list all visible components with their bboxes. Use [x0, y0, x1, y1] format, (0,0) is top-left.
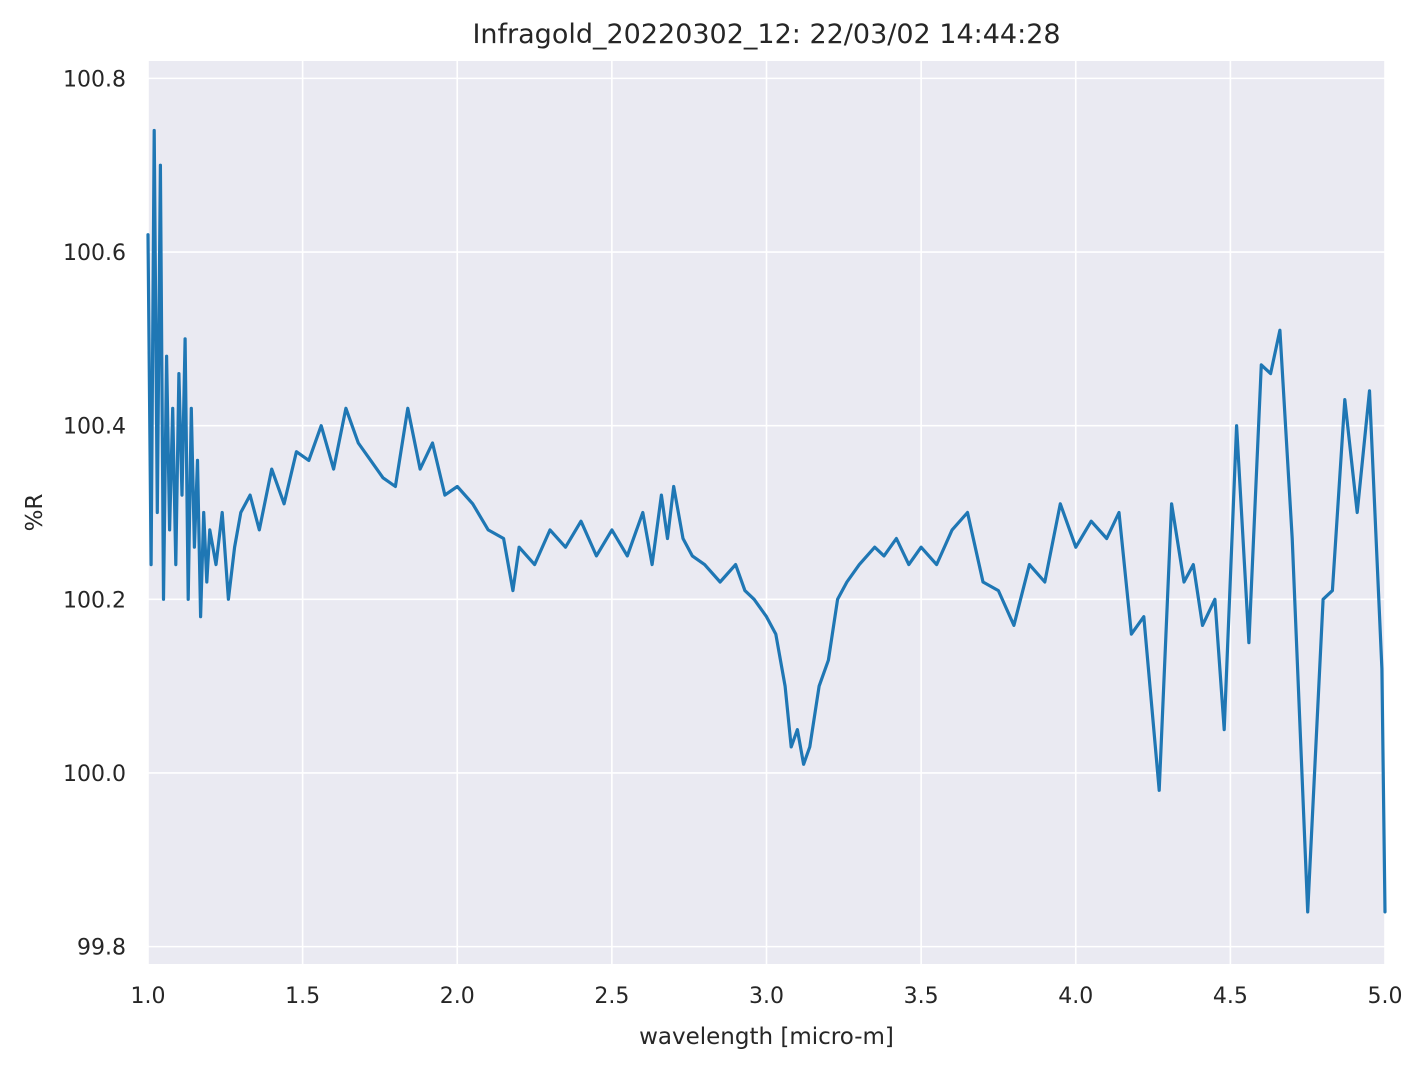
x-tick-label: 4.0: [1058, 984, 1093, 1009]
y-tick-label: 100.2: [63, 588, 126, 613]
x-tick-label: 1.5: [285, 984, 320, 1009]
y-tick-label: 100.8: [63, 67, 126, 92]
x-tick-label: 4.5: [1213, 984, 1248, 1009]
y-tick-label: 100.4: [63, 415, 126, 440]
x-tick-label: 5.0: [1368, 984, 1403, 1009]
y-axis-label: %R: [22, 494, 48, 532]
ticks: 1.0 1.5 2.0 2.5 3.0 3.5 4.0 4.5 5.0 99.8 100.0 100.…: [63, 67, 1402, 1009]
grid: [147, 61, 1386, 964]
plot-group: [146, 128, 1387, 914]
x-tick-label: 3.0: [749, 984, 784, 1009]
y-tick-label: 99.8: [77, 936, 126, 961]
x-tick-label: 3.5: [904, 984, 939, 1009]
y-tick-label: 100.0: [63, 762, 126, 787]
series-line: [146, 128, 1387, 914]
y-tick-label: 100.6: [63, 241, 126, 266]
x-tick-label: 2.5: [594, 984, 629, 1009]
chart-title: Infragold_20220302_12: 22/03/02 14:44:28: [472, 19, 1060, 50]
x-axis-label: wavelength [micro-m]: [639, 1024, 894, 1050]
x-tick-label: 1.0: [131, 984, 166, 1009]
x-tick-label: 2.0: [440, 984, 475, 1009]
